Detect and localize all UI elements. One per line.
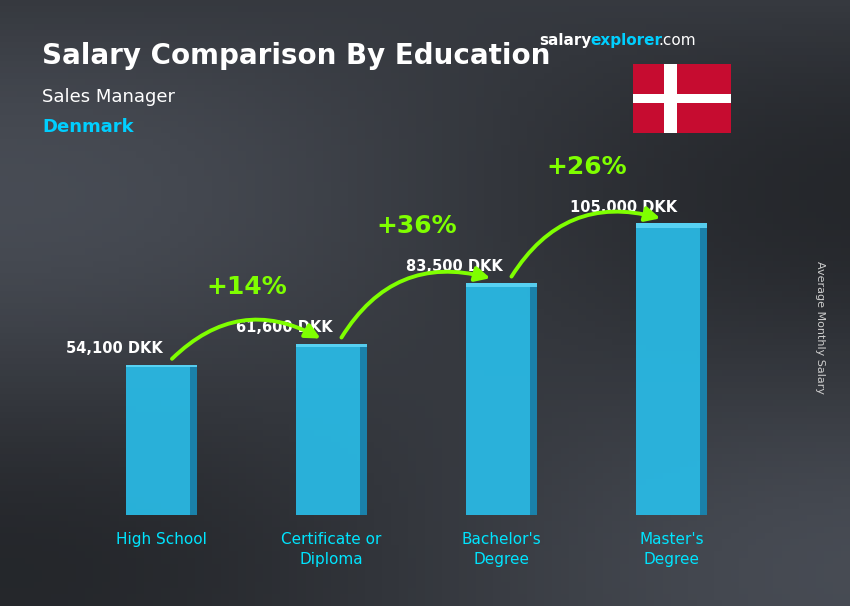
Bar: [466, 283, 537, 287]
Text: .com: .com: [659, 33, 696, 48]
Text: 105,000 DKK: 105,000 DKK: [570, 199, 677, 215]
Text: 54,100 DKK: 54,100 DKK: [65, 341, 162, 356]
Text: Average Monthly Salary: Average Monthly Salary: [815, 261, 825, 394]
Text: 83,500 DKK: 83,500 DKK: [405, 259, 502, 275]
Bar: [636, 223, 707, 228]
Text: explorer: explorer: [591, 33, 663, 48]
Text: Sales Manager: Sales Manager: [42, 88, 175, 106]
FancyBboxPatch shape: [296, 344, 367, 515]
Text: Denmark: Denmark: [42, 118, 134, 136]
Text: Salary Comparison By Education: Salary Comparison By Education: [42, 42, 551, 70]
FancyBboxPatch shape: [636, 223, 707, 515]
Bar: [664, 64, 677, 133]
Text: salary: salary: [540, 33, 592, 48]
Bar: [530, 283, 537, 515]
Text: +36%: +36%: [377, 215, 456, 238]
FancyBboxPatch shape: [466, 283, 537, 515]
Bar: [360, 344, 367, 515]
Bar: [633, 94, 731, 103]
FancyBboxPatch shape: [126, 365, 197, 515]
Text: +14%: +14%: [206, 275, 286, 299]
Bar: [296, 344, 367, 347]
Bar: [700, 223, 707, 515]
Text: 61,600 DKK: 61,600 DKK: [235, 321, 332, 335]
Bar: [126, 365, 197, 367]
Text: +26%: +26%: [547, 155, 626, 179]
Bar: [190, 365, 197, 515]
